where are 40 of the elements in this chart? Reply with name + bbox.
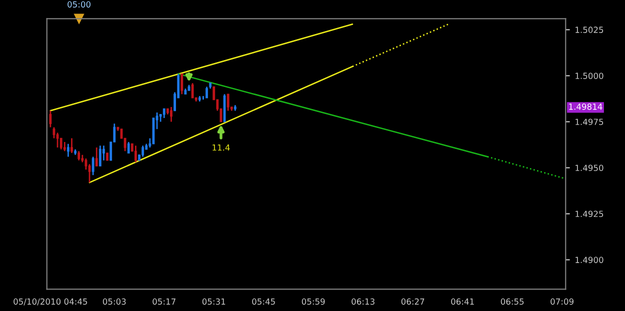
- candlestick: [180, 73, 184, 95]
- x-tick-label: 05:17: [152, 298, 176, 305]
- candlestick: [56, 132, 59, 148]
- x-tick-label: 06:41: [451, 298, 474, 305]
- x-tick-label: 07:09: [550, 298, 574, 305]
- y-tick-label: 1.4900: [576, 256, 604, 264]
- text: 05:00: [68, 1, 90, 8]
- x-tick-label: 05:31: [202, 298, 226, 305]
- x-tick-label: 05:45: [252, 298, 275, 305]
- candlestick: [66, 143, 70, 158]
- candlestick: [162, 108, 166, 119]
- candlestick: [134, 144, 137, 163]
- candlestick: [78, 150, 80, 162]
- candlestick: [49, 110, 52, 128]
- x-tick-label: 05:59: [302, 298, 325, 305]
- annotation: 11.4: [212, 144, 230, 151]
- candlestick: [127, 141, 130, 154]
- candlestick: [84, 158, 88, 170]
- x-tick-label: 05:03: [102, 298, 126, 305]
- y-tick-label: 1.5025: [576, 26, 604, 33]
- x-tick-label: 05/10/2010 04:45: [14, 298, 88, 306]
- candlestick: [142, 144, 144, 158]
- candlestick: [63, 141, 66, 152]
- y-tick-label: 1.4975: [576, 118, 604, 126]
- candlestick: [170, 106, 172, 122]
- x-tick-label: 06:27: [401, 298, 424, 305]
- y-tick-label: 1.4925: [576, 210, 604, 218]
- candlestick: [92, 156, 94, 176]
- candlestick: [206, 86, 208, 98]
- candlestick: [226, 93, 230, 112]
- x-tick-label: 06:55: [500, 298, 524, 305]
- x-tick-label: 06:13: [352, 298, 374, 305]
- y-tick-label: 1.5000: [576, 72, 604, 80]
- candlestick: [98, 144, 102, 167]
- y-tick-label: 1.4950: [576, 164, 604, 172]
- text: 1.49814: [569, 104, 602, 110]
- candlestick: [191, 82, 194, 98]
- candlestick: [60, 138, 62, 150]
- candlestick: [95, 146, 98, 167]
- candlestick: [70, 138, 73, 154]
